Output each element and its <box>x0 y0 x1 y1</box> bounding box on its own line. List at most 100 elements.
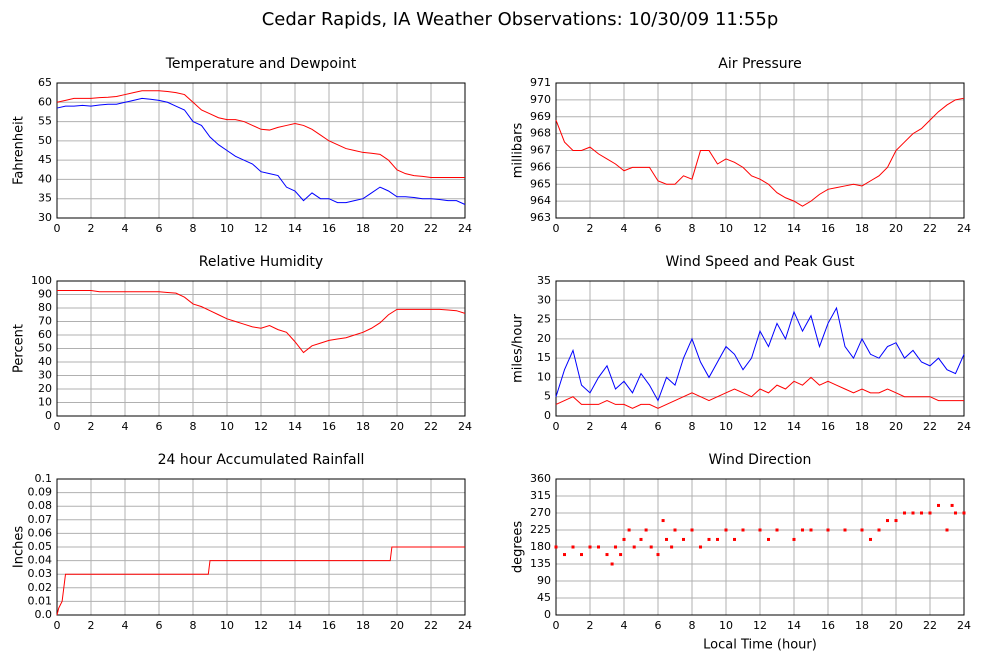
x-tick-label: 0 <box>553 420 560 433</box>
x-tick-label: 12 <box>254 222 268 235</box>
point <box>877 528 881 532</box>
x-tick-label: 18 <box>855 619 869 632</box>
x-tick-label: 0 <box>54 619 61 632</box>
x-tick-label: 20 <box>889 222 903 235</box>
point <box>954 511 957 515</box>
y-tick-label: 70 <box>38 315 52 328</box>
y-tick-label: 0.0 <box>35 608 53 621</box>
y-axis-label: miles/hour <box>511 313 526 382</box>
point <box>610 562 614 566</box>
y-tick-label: 0.01 <box>28 594 53 607</box>
x-tick-label: 4 <box>122 420 129 433</box>
x-tick-label: 22 <box>923 420 937 433</box>
x-tick-label: 22 <box>424 222 438 235</box>
y-tick-label: 30 <box>537 293 551 306</box>
x-tick-label: 24 <box>957 619 971 632</box>
y-tick-label: 0.07 <box>28 513 53 526</box>
y-tick-label: 968 <box>530 127 551 140</box>
x-tick-label: 16 <box>322 420 336 433</box>
x-tick-label: 8 <box>689 619 696 632</box>
y-tick-label: 0 <box>544 409 551 422</box>
x-tick-label: 10 <box>220 619 234 632</box>
plot-frame <box>555 82 965 219</box>
x-tick-label: 16 <box>821 420 835 433</box>
y-tick-label: 225 <box>530 523 551 536</box>
x-tick-label: 4 <box>621 420 628 433</box>
y-tick-label: 969 <box>530 110 551 123</box>
x-tick-label: 6 <box>156 420 163 433</box>
point <box>597 545 600 549</box>
x-tick-label: 18 <box>855 420 869 433</box>
x-tick-label: 24 <box>458 222 472 235</box>
y-tick-label: 90 <box>537 574 551 587</box>
x-tick-label: 14 <box>787 222 801 235</box>
point <box>869 537 872 541</box>
y-tick-label: 0.03 <box>28 567 53 580</box>
y-tick-label: 970 <box>530 93 551 106</box>
y-tick-label: 60 <box>38 328 52 341</box>
x-tick-label: 16 <box>821 619 835 632</box>
y-tick-label: 60 <box>38 95 52 108</box>
y-axis-label: Inches <box>12 526 27 568</box>
y-tick-label: 30 <box>38 369 52 382</box>
point <box>809 528 813 532</box>
x-tick-label: 8 <box>190 420 197 433</box>
point <box>665 537 668 541</box>
x-tick-label: 4 <box>621 619 628 632</box>
y-tick-label: 35 <box>38 192 52 205</box>
y-tick-label: 0.05 <box>28 540 53 553</box>
y-tick-label: 15 <box>537 351 551 364</box>
x-tick-label: 2 <box>88 222 95 235</box>
x-tick-label: 16 <box>821 222 835 235</box>
y-tick-label: 0.09 <box>28 486 53 499</box>
point <box>605 553 609 557</box>
x-tick-label: 18 <box>356 222 370 235</box>
point <box>843 528 847 532</box>
chart-title: Air Pressure <box>718 56 801 72</box>
x-tick-label: 2 <box>88 420 95 433</box>
x-tick-label: 14 <box>787 619 801 632</box>
y-tick-label: 35 <box>537 274 551 287</box>
x-tick-label: 18 <box>356 420 370 433</box>
x-tick-label: 10 <box>719 619 733 632</box>
x-tick-label: 22 <box>424 619 438 632</box>
x-tick-label: 6 <box>156 619 163 632</box>
x-tick-label: 2 <box>587 619 594 632</box>
x-tick-label: 4 <box>621 222 628 235</box>
plot-frame <box>56 82 466 219</box>
point <box>619 553 623 557</box>
x-tick-label: 10 <box>719 222 733 235</box>
point <box>588 545 592 549</box>
point <box>649 545 653 549</box>
x-tick-label: 8 <box>190 222 197 235</box>
x-tick-label: 0 <box>54 222 61 235</box>
x-tick-label: 6 <box>156 222 163 235</box>
y-tick-label: 55 <box>38 115 52 128</box>
y-tick-label: 90 <box>38 288 52 301</box>
x-tick-label: 2 <box>587 222 594 235</box>
series-line <box>56 97 466 205</box>
x-tick-label: 22 <box>923 222 937 235</box>
chart-title: 24 hour Accumulated Rainfall <box>158 452 365 468</box>
y-tick-label: 965 <box>530 177 551 190</box>
chart-title: Temperature and Dewpoint <box>165 56 357 72</box>
x-tick-label: 10 <box>220 222 234 235</box>
x-tick-label: 8 <box>689 222 696 235</box>
x-tick-label: 24 <box>957 420 971 433</box>
point <box>792 537 796 541</box>
x-tick-label: 12 <box>254 619 268 632</box>
x-tick-label: 6 <box>655 420 662 433</box>
x-tick-label: 16 <box>322 619 336 632</box>
x-tick-label: 0 <box>553 619 560 632</box>
series-line <box>56 546 465 616</box>
x-tick-label: 4 <box>122 619 129 632</box>
y-axis-label: degrees <box>511 521 526 574</box>
y-tick-label: 360 <box>530 472 551 485</box>
x-tick-label: 12 <box>753 420 767 433</box>
point <box>945 528 949 532</box>
chart-title: Wind Direction <box>709 452 812 468</box>
point <box>911 511 915 515</box>
point <box>690 528 694 532</box>
x-axis-label: Local Time (hour) <box>703 638 817 653</box>
